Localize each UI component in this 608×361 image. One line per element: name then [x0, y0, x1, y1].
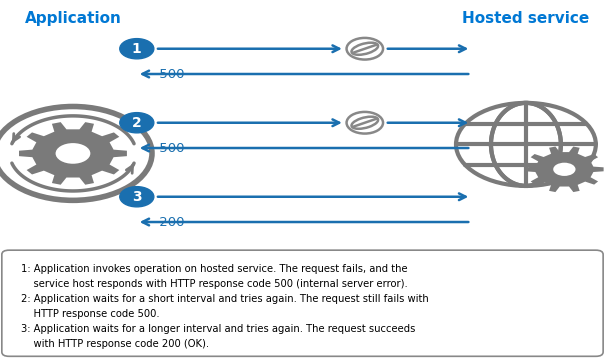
Circle shape: [553, 163, 576, 176]
Text: 1: 1: [132, 42, 142, 56]
Circle shape: [120, 113, 154, 133]
Circle shape: [120, 187, 154, 207]
FancyBboxPatch shape: [2, 250, 603, 356]
Text: 1: Application invokes operation on hosted service. The request fails, and the: 1: Application invokes operation on host…: [21, 264, 408, 274]
Text: service host responds with HTTP response code 500 (internal server error).: service host responds with HTTP response…: [21, 279, 408, 289]
Text: Hosted service: Hosted service: [462, 11, 590, 26]
Text: —500: —500: [146, 142, 184, 155]
Circle shape: [456, 103, 596, 186]
Circle shape: [347, 112, 383, 134]
Text: 2: Application waits for a short interval and tries again. The request still fai: 2: Application waits for a short interva…: [21, 294, 429, 304]
Text: with HTTP response code 200 (OK).: with HTTP response code 200 (OK).: [21, 339, 209, 349]
Text: —200: —200: [146, 216, 184, 229]
Text: 3: 3: [132, 190, 142, 204]
Text: Application: Application: [24, 11, 122, 26]
Polygon shape: [525, 147, 604, 192]
Text: 3: Application waits for a longer interval and tries again. The request succeeds: 3: Application waits for a longer interv…: [21, 324, 416, 334]
Text: —500: —500: [146, 68, 184, 81]
Circle shape: [55, 143, 91, 164]
Circle shape: [347, 38, 383, 60]
Circle shape: [120, 39, 154, 59]
Polygon shape: [19, 122, 127, 185]
Text: 2: 2: [132, 116, 142, 130]
Text: HTTP response code 500.: HTTP response code 500.: [21, 309, 160, 319]
